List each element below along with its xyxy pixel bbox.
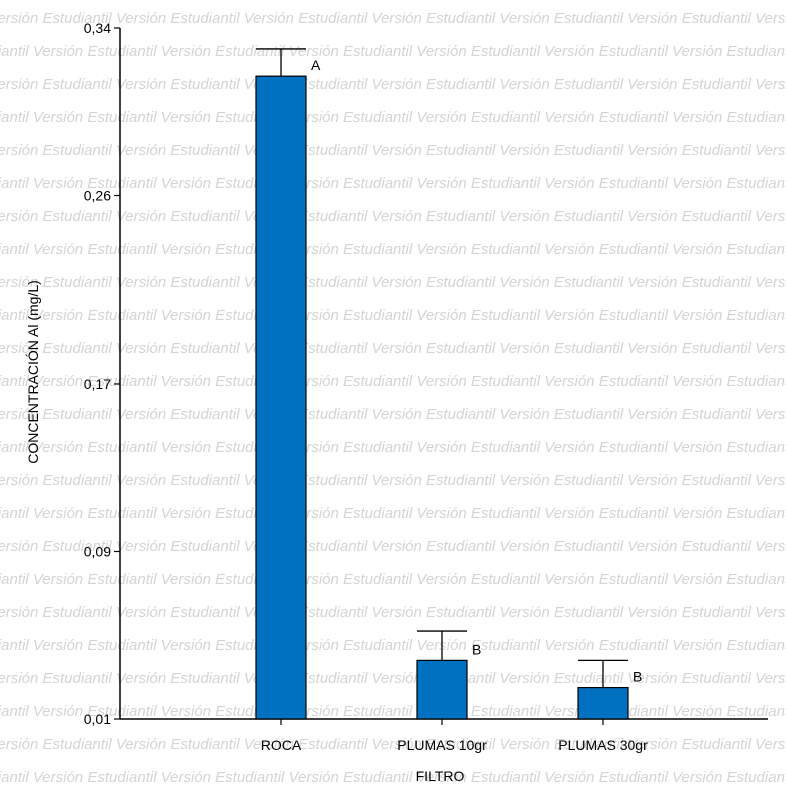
watermark-line: Versión Estudiantil Versión Estudiantil … [0, 670, 786, 687]
group-label: B [633, 669, 642, 685]
watermark-line: Versión Estudiantil Versión Estudiantil … [0, 769, 786, 786]
watermark-line: Versión Estudiantil Versión Estudiantil … [0, 208, 786, 225]
y-tick-label: 0,26 [84, 188, 111, 204]
group-label: A [311, 57, 321, 73]
y-axis [114, 27, 121, 720]
x-tick-label: PLUMAS 30gr [558, 737, 648, 753]
watermark-line: Versión Estudiantil Versión Estudiantil … [0, 43, 786, 60]
tick-labels: 0,01 0,09 0,17 0,26 0,34 ROCA PLUMAS 10gr PLUMA… [84, 20, 648, 753]
error-bars [256, 48, 628, 688]
x-axis-title: FILTRO [416, 768, 465, 784]
watermark-line: Versión Estudiantil Versión Estudiantil … [0, 604, 786, 621]
y-tick-label: 0,17 [84, 376, 111, 392]
x-axis [120, 718, 768, 725]
watermark-line: Versión Estudiantil Versión Estudiantil … [0, 10, 786, 27]
bar-plumas-10gr [416, 659, 468, 720]
watermark-line: Versión Estudiantil Versión Estudiantil … [0, 274, 786, 291]
bars [255, 75, 629, 720]
watermark-line: Versión Estudiantil Versión Estudiantil … [0, 736, 786, 753]
watermark-line: Versión Estudiantil Versión Estudiantil … [0, 505, 786, 522]
watermark-line: Versión Estudiantil Versión Estudiantil … [0, 373, 786, 390]
watermark-line: Versión Estudiantil Versión Estudiantil … [0, 340, 786, 357]
watermark-line: Versión Estudiantil Versión Estudiantil … [0, 241, 786, 258]
watermark-line: Versión Estudiantil Versión Estudiantil … [0, 307, 786, 324]
bar-roca [255, 75, 307, 720]
watermark-line: Versión Estudiantil Versión Estudiantil … [0, 637, 786, 654]
watermark-line: Versión Estudiantil Versión Estudiantil … [0, 571, 786, 588]
y-axis-title: CONCENTRACIÓN Al (mg/L) [25, 280, 41, 464]
x-tick-label: ROCA [261, 737, 302, 753]
bar-plumas-30gr [577, 686, 629, 720]
watermark-line: Versión Estudiantil Versión Estudiantil … [0, 538, 786, 555]
watermark-line: Versión Estudiantil Versión Estudiantil … [0, 76, 786, 93]
watermark-line: Versión Estudiantil Versión Estudiantil … [0, 406, 786, 423]
y-tick-label: 0,01 [84, 711, 111, 727]
y-tick-label: 0,09 [84, 543, 111, 559]
y-tick-label: 0,34 [84, 20, 111, 36]
watermark-line: Versión Estudiantil Versión Estudiantil … [0, 175, 786, 192]
watermark-line: Versión Estudiantil Versión Estudiantil … [0, 109, 786, 126]
watermark-line: Versión Estudiantil Versión Estudiantil … [0, 439, 786, 456]
watermark-line: Versión Estudiantil Versión Estudiantil … [0, 472, 786, 489]
watermark-line: Versión Estudiantil Versión Estudiantil … [0, 142, 786, 159]
group-label: B [472, 641, 481, 657]
x-tick-label: PLUMAS 10gr [397, 737, 487, 753]
group-labels: A B B [311, 57, 642, 684]
